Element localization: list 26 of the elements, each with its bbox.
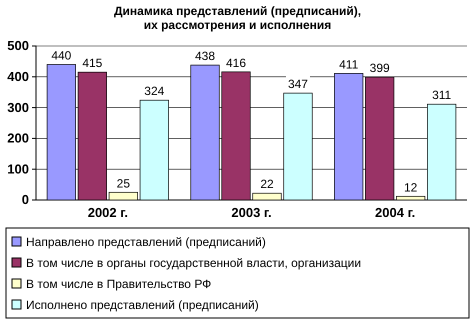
- y-tick-label: 400: [7, 68, 29, 84]
- data-label: 440: [51, 48, 72, 62]
- data-label: 25: [116, 176, 130, 190]
- data-label: 347: [288, 77, 308, 92]
- data-label: 311: [432, 88, 452, 102]
- x-tick-label: 2002 г.: [88, 205, 128, 220]
- legend-label: В том числе в Правительство РФ: [26, 277, 212, 291]
- data-label: 415: [82, 56, 103, 70]
- data-label: 12: [404, 180, 418, 194]
- data-label: 438: [195, 49, 216, 64]
- x-tick-label: 2003 г.: [231, 205, 272, 220]
- data-label: 399: [370, 61, 390, 76]
- y-tick-label: 100: [7, 161, 29, 176]
- legend-label: В том числе в органы государственной власти, организации: [26, 256, 362, 270]
- data-label: 22: [260, 177, 274, 192]
- data-label: 411: [339, 57, 359, 72]
- legend-label: Исполнено представлений (предписаний): [26, 298, 259, 312]
- data-label: 416: [226, 56, 246, 70]
- y-tick-label: 500: [7, 38, 29, 54]
- y-tick-label: 0: [22, 192, 29, 208]
- y-tick-label: 200: [7, 130, 29, 146]
- data-label: 324: [144, 84, 165, 98]
- legend-label: Направлено представлений (предписаний): [26, 235, 266, 249]
- y-tick-label: 300: [7, 100, 29, 115]
- chart-title: Динамика представлений (предписаний), их рассмотрения и исполнения: [114, 4, 362, 32]
- x-tick-label: 2004 г.: [375, 205, 416, 220]
